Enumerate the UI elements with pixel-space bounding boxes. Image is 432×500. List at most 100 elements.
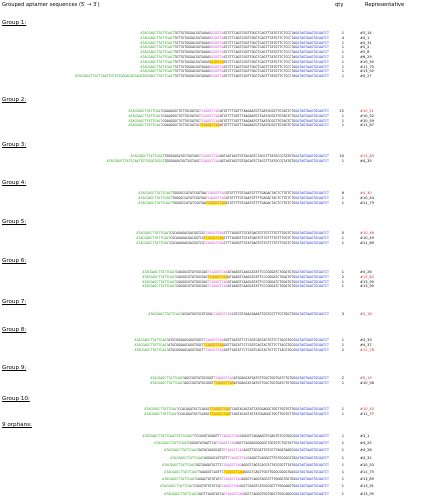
variable-region: AGGCTCAGTCACGTCTATCGGTTTATG bbox=[241, 462, 296, 467]
primer-3-prime: GATAGTAAGTGCAATCT bbox=[295, 342, 329, 347]
qty-value: 12 bbox=[339, 109, 344, 113]
primer-3-prime: GATAGTAAGTGCAATCT bbox=[295, 441, 329, 446]
variable-region: CTTTAGGGTTGTATGAGTGTTGTTTTGTTTGGTCTG bbox=[223, 231, 296, 235]
sequence-row: ATACGAGCTTATTCAATCAGGGCGTATGGCGACTCAGGCT… bbox=[0, 283, 432, 289]
representative-id: #4_28 bbox=[360, 448, 372, 453]
aptamer-sequence: ATACGAGCTTATTCAATATGCGGGAGCAGGTGGCTTCAGG… bbox=[134, 347, 329, 353]
representative-id: #4_37 bbox=[360, 342, 372, 347]
primer-3-prime: GATAGTAAGTGCAATCT bbox=[295, 477, 329, 482]
qty-value: 4 bbox=[341, 35, 344, 40]
sequence-row: ATACGAGCTTATTCAATGATTTAGGTATCATCAGGCTCAG… bbox=[0, 491, 432, 497]
qty-value: 1 bbox=[341, 434, 344, 438]
aptamer-sequence: ATACGAGCTTATTCAATGATACAGGGCATCTCAGGCTCAG… bbox=[164, 447, 329, 453]
conserved-motif: GCGGTCA bbox=[209, 69, 224, 74]
variable-region: GTCTTCAGTCGGTTGGCTCAGTTTATGTTCTCCCTA bbox=[223, 69, 296, 74]
variable-region: CGAAGGGCTGTTGCGATGC bbox=[162, 123, 200, 128]
variable-region: AGGTTGCGATTGTCGTTAGATAAGCG bbox=[243, 448, 296, 453]
primer-5-prime: ATACGAGCTTATTCAAT bbox=[140, 31, 175, 35]
primer-3-prime: GATAGTAAGTGCAATCT bbox=[295, 195, 329, 200]
primer-3-prime: GATAGTAAGTGCAATCT bbox=[295, 200, 329, 205]
variable-region: TGTTGTGGGACGGTAGAG bbox=[174, 59, 210, 64]
aptamer-sequence: ATACGAGCTTATTCAATCGAAGGGCTGTTGCGATGCTCAG… bbox=[128, 118, 329, 124]
variable-region: GGCTCAGGGTGGTGGGTTGGCAGGCG bbox=[243, 491, 296, 496]
variable-region: TGTTGTGGGACGGTAGAG bbox=[174, 50, 210, 55]
sequence-row: ATACGAGCTTATTCAATTGTTGTGGGACGGTAGAGGCGGT… bbox=[0, 40, 432, 46]
variable-region: GATACAGGGCATC bbox=[197, 448, 224, 453]
aptamer-sequence: ATACGAGCTTATTCAATCAGGGCGTATGGCGACTCAGGCT… bbox=[142, 283, 329, 289]
variable-region: GTCTTCAGTCGGTTGGCTCAGTTTATGTTCTCCCTA bbox=[223, 35, 296, 40]
aptamer-sequence: ATACGAGCTTATTCAATCAGGGCGTATGGCGACTCAGGCT… bbox=[142, 274, 329, 280]
sequence-row: ATACGAGCTTATTCAATTGTTGTGGGACGGTAGAGGCGGT… bbox=[0, 64, 432, 70]
primer-5-prime: ATACGAGCTTATTCAAT bbox=[134, 347, 169, 352]
representative-id: #5_18 bbox=[360, 312, 372, 316]
representative-id: #13_95 bbox=[360, 491, 374, 496]
qty-value: 1 bbox=[341, 484, 344, 489]
aptamer-sequence: ATACGAGCTTATTCAATTGTTGTGGGACGGTAGAGGCGGT… bbox=[140, 40, 329, 46]
conserved-motif: TCAGGCTCAG bbox=[219, 484, 240, 489]
conserved-motif: TCAGGCTCAG bbox=[215, 441, 236, 446]
variable-region: GTCTTCAGTCGGTTGGCTCAGTTTATGTTCTCCCTA bbox=[223, 55, 296, 59]
primer-5-prime: ATACGAGCTTATTCAAT bbox=[128, 109, 163, 113]
sequence-row: ATACGAGCTTATTCAATAGGAGCATTGTTTCAGGCTCAGC… bbox=[0, 455, 432, 461]
sequence-row: ATACGAGCTTATTCAATTGTTGTGGGACGGTAGAGGCGGT… bbox=[0, 54, 432, 60]
variable-region: GTGTTTTGTGAATGTTTTGAGACTACTCTTGTCTG bbox=[225, 195, 296, 200]
qty-value: 1 bbox=[341, 462, 344, 467]
variable-region: TGGGGCCATATCGGTAA bbox=[172, 195, 206, 200]
representative-id: #11_69 bbox=[360, 240, 374, 245]
representative-id: #11_78 bbox=[360, 347, 374, 352]
conserved-motif: TCAGGCTCAG bbox=[203, 231, 224, 235]
primer-5-prime: ATACGAGCTTATTCAAT bbox=[134, 342, 169, 347]
variable-region: ATGCGGGAGCAGGTGGCT bbox=[168, 338, 204, 342]
aptamer-sequence: ATACGAGCTTATTCAATCAGGGCGTATGGCGACTCAGGCT… bbox=[142, 269, 329, 275]
qty-value: 10 bbox=[339, 154, 344, 158]
variable-region: CGAAGGGCTGTTGCGATGC bbox=[162, 118, 200, 123]
primer-5-prime: ATACGAGCTTATTCAAT bbox=[140, 35, 175, 40]
sequence-row: ATACGAGCTTATTCAATATGCGGGAGCAGGTGGCTTCAGG… bbox=[0, 347, 432, 353]
aptamer-sequence: ATACGAGCTTATTCAATCAGGGCGTATGGCGACTCAGGCT… bbox=[142, 279, 329, 285]
primer-5-prime: ATACGAGCTTATTCAAT bbox=[164, 491, 198, 496]
qty-value: 3 bbox=[341, 312, 344, 316]
conserved-motif: TCAGGCTCAG bbox=[223, 448, 244, 453]
primer-5-prime: ATACGAGCTTATTCAAT bbox=[128, 118, 163, 123]
primer-5-prime: ATACGAGCTTATTCAAT bbox=[140, 55, 175, 59]
representative-id: #13_92 bbox=[360, 69, 374, 74]
primer-5-prime: ATACGAGCTTATTCAAT bbox=[144, 412, 179, 417]
primer-3-prime: GATAGTAAGTGCAATCT bbox=[295, 191, 329, 195]
qty-value: 1 bbox=[341, 159, 344, 164]
variable-region: GTCTTCAGTCGGTTGGCTCAGTTTATGTTCTCCCTA bbox=[223, 45, 296, 50]
variable-region: AGGCTCAGGTAGCGTTTGGGGTGGTGG bbox=[241, 477, 296, 482]
sequence-row: ATACGAGCTTATTCAATTGGGGCCATATCGGTAATCAGGC… bbox=[0, 200, 432, 206]
sequence-row: ATACGAGCTTATTCAATTGTTGGGTGGCGTGGGGAGATGC… bbox=[0, 158, 432, 164]
variable-region: CAGGGCGTATGGCGAC bbox=[176, 270, 208, 274]
primer-3-prime: GATAGTAAGTGCAATCT bbox=[295, 462, 329, 467]
conserved-motif: GCGGTCA bbox=[209, 55, 224, 59]
representative-id: #10_56 bbox=[360, 380, 374, 385]
variable-region: CTTTAGGGTTGTATGAGTGTTGTTTTGTTTGGTCTG bbox=[223, 235, 296, 240]
conserved-motif: TCAGGCTCAG bbox=[205, 200, 226, 205]
sequence-row: ATACGAGCTTATTCAATAGCCGGTATGCGGGTTCAGGCTC… bbox=[0, 375, 432, 381]
primer-3-prime: GATAGTAAGTGCAATCT bbox=[295, 312, 329, 316]
qty-value: 1 bbox=[341, 69, 344, 74]
variable-region: ATGTTTTGGTTTAAGAATGTTAATGCGGTTGTAGTCTG bbox=[219, 123, 296, 128]
variable-region: TGGGGCCATATCGGTAA bbox=[172, 200, 206, 205]
sequence-row: ATACGAGCTTATTCAATCGAAGGGCTGTTGCGATGCTCAG… bbox=[0, 108, 432, 114]
qty-column-header: qty bbox=[335, 2, 344, 8]
primer-3-prime: GATAGTAAGTGCAATCT bbox=[295, 491, 329, 496]
aptamer-sequence: ATACGAGCTTATTCAATCCACAGATGCTCAGGCTCAGGCT… bbox=[144, 411, 329, 417]
representative-id: #4_27 bbox=[360, 74, 372, 79]
representative-id: #5_8 bbox=[360, 50, 370, 55]
qty-value: 1 bbox=[341, 407, 344, 411]
primer-5-prime: ATACGAGCTTATTCAAT bbox=[164, 448, 198, 453]
conserved-motif: TCAGGCTCAG bbox=[211, 312, 232, 316]
variable-region: GTCTTCAGTCGGTTGGCTCAGTTTATGTTCTCCCTA bbox=[223, 59, 296, 64]
conserved-motif: GCGGTCA bbox=[209, 64, 224, 69]
primer-5-prime: ATACGAGCTTATTCAAT bbox=[140, 74, 175, 79]
primer-5-prime: ATACGAGCTTATTCAAT bbox=[136, 240, 171, 245]
variable-region: ATGTTTTGGTTTAAGAATGTTAATGCGGTTGTAGTCTG bbox=[219, 113, 296, 118]
sequence-row: ATACGAGCTTATTCAATTGTTGTGGGACGGTAGAGGCGGT… bbox=[0, 59, 432, 65]
variable-region: CGAAGGGCTGTTGCGATGC bbox=[162, 113, 200, 118]
primer-5-prime: ATACGAGCTTATTCAAT bbox=[136, 235, 171, 240]
variable-region: CGCAGAGACGACGGTCG bbox=[170, 231, 204, 235]
sequence-row: ATACGAGCTTATTCAATCGGGATATAATTCATCAGGCTCA… bbox=[0, 440, 432, 446]
variable-region: CAGGCTCAGAAGGTCGAGTGTCGTGGCG bbox=[239, 434, 296, 438]
